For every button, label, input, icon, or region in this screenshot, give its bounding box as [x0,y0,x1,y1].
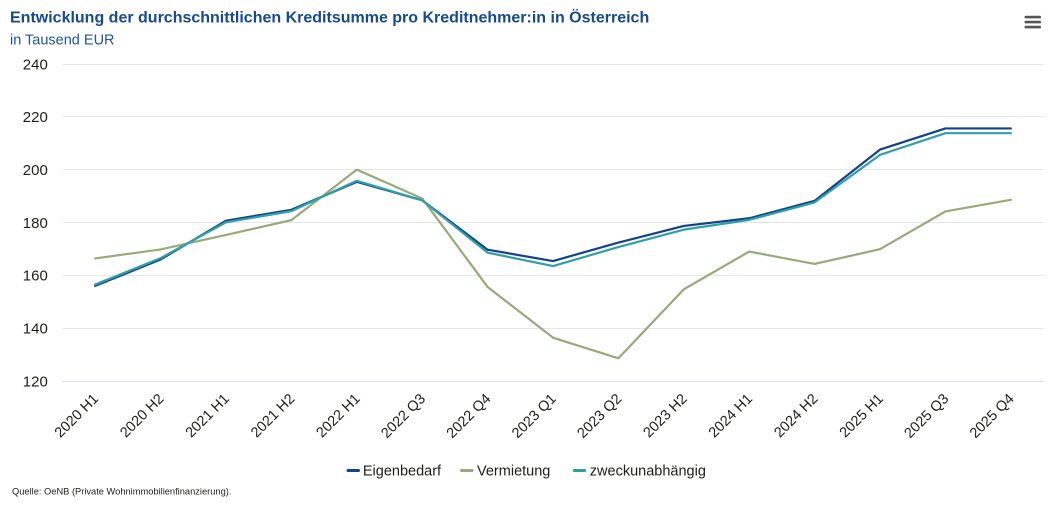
svg-text:Quelle: OeNB (Private Wohnimmo: Quelle: OeNB (Private Wohnimmobilienfina… [12,487,231,497]
svg-text:Eigenbedarf: Eigenbedarf [363,464,442,480]
svg-text:180: 180 [23,215,48,232]
svg-text:Entwicklung der durchschnittli: Entwicklung der durchschnittlichen Kredi… [10,7,649,26]
svg-text:220: 220 [23,109,48,126]
svg-text:in Tausend EUR: in Tausend EUR [10,33,115,49]
svg-text:120: 120 [23,373,48,390]
svg-text:200: 200 [23,162,48,179]
svg-text:Vermietung: Vermietung [477,464,550,480]
svg-text:240: 240 [23,56,48,73]
svg-text:160: 160 [23,268,48,285]
svg-text:zweckunabhängig: zweckunabhängig [590,464,706,480]
svg-text:140: 140 [23,320,48,337]
